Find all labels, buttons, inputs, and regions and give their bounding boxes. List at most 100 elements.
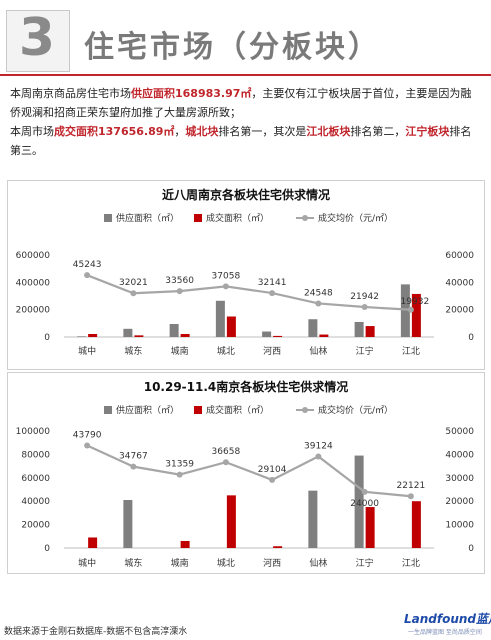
chart-title: 近八周南京各板块住宅供求情况 [162, 187, 330, 202]
supply-bar [123, 328, 133, 337]
avg-price-point [176, 471, 183, 478]
avg-price-data-label: 43790 [73, 431, 102, 441]
right-axis-tick-label: 20000 [445, 497, 474, 507]
avg-price-point [269, 476, 276, 483]
legend-swatch [104, 214, 112, 222]
right-axis-tick-label: 10000 [445, 521, 474, 531]
category-label: 河西 [263, 345, 281, 357]
summary-text: 排名第一，其次是 [218, 125, 307, 138]
legend-label: 供应面积（㎡） [116, 212, 179, 224]
avg-price-data-label: 32141 [258, 278, 287, 288]
brand-logo-text: Landfound蓝风 [404, 612, 491, 626]
summary-text: 本周市场 [10, 125, 54, 138]
deal-bar [273, 546, 283, 548]
right-axis-tick-label: 40000 [445, 450, 474, 460]
left-axis-tick-label: 200000 [16, 306, 51, 316]
avg-price-point [130, 463, 137, 470]
left-axis-tick-label: 20000 [21, 521, 50, 531]
rank-first-highlight: 城北块 [185, 125, 219, 138]
deal-bar [180, 333, 190, 337]
legend-swatch [194, 406, 202, 414]
right-axis-tick-label: 20000 [445, 306, 474, 316]
summary-text: 本周南京商品房住宅市场 [10, 87, 131, 100]
category-label: 江北 [402, 558, 420, 569]
deal-bar [273, 335, 283, 337]
avg-price-data-label: 34767 [119, 452, 148, 462]
brand-logo: Landfound蓝风 一生品牌蓝图 至尚品质空间 [404, 610, 491, 638]
supply-bar [77, 336, 87, 337]
avg-price-point [361, 304, 368, 311]
right-axis-tick-label: 0 [468, 333, 474, 343]
right-axis-tick-label: 40000 [445, 278, 474, 288]
avg-price-line [86, 444, 411, 498]
section-number: 3 [18, 8, 56, 68]
summary-text: 排名第二， [350, 125, 406, 138]
avg-price-line [86, 274, 411, 311]
right-axis-tick-label: 0 [468, 544, 474, 554]
supply-bar [308, 490, 318, 548]
avg-price-point [176, 288, 183, 295]
deal-bar [226, 495, 236, 548]
chart-title: 10.29-11.4南京各板块住宅供求情况 [144, 379, 349, 394]
rank-third-highlight: 江宁板块 [405, 125, 450, 138]
section-header: 3 住宅市场（分板块） [0, 0, 491, 76]
category-label: 江宁 [356, 557, 374, 569]
category-label: 仙林 [309, 345, 327, 357]
avg-price-data-label: 36658 [212, 447, 241, 457]
legend-swatch [104, 406, 112, 414]
avg-price-point [84, 272, 91, 279]
legend-label: 成交面积（㎡） [206, 404, 269, 416]
avg-price-point [222, 283, 229, 290]
avg-price-point [361, 488, 368, 495]
avg-price-data-label: 21942 [350, 292, 379, 302]
avg-price-point [130, 290, 137, 297]
chart-panel-eight-weeks: 近八周南京各板块住宅供求情况供应面积（㎡） 成交面积（㎡） 成交均价（元/㎡） 0 20… [7, 180, 485, 370]
left-axis-tick-label: 0 [44, 333, 50, 343]
left-axis-tick-label: 600000 [16, 251, 51, 261]
avg-price-point [269, 290, 276, 297]
section-title: 住宅市场（分板块） [84, 30, 381, 65]
header-divider [0, 74, 491, 76]
avg-price-point [407, 493, 414, 500]
left-axis-tick-label: 60000 [21, 474, 50, 484]
avg-price-data-label: 32021 [119, 278, 148, 288]
deal-area-highlight: 成交面积137656.89㎡ [54, 125, 175, 138]
category-label: 城北 [217, 558, 235, 569]
category-label: 城南 [171, 557, 189, 569]
summary-text: 排名第三。 [10, 125, 472, 157]
supply-bar [400, 284, 410, 337]
legend-label: 成交面积（㎡） [206, 212, 269, 224]
deal-bar [180, 540, 190, 548]
avg-price-point [315, 453, 322, 460]
data-source-note: 数据来源于金刚石数据库-数据不包含高淳溧水 [4, 627, 188, 637]
deal-bar [365, 326, 375, 337]
supply-bar [169, 324, 179, 337]
summary-paragraph: 本周南京商品房住宅市场供应面积168983.97㎡，主要仅有江宁板块居于首位，主… [10, 84, 480, 160]
deal-bar [134, 335, 144, 337]
avg-price-data-label: 45243 [73, 260, 102, 270]
avg-price-point [407, 306, 414, 313]
left-axis-tick-label: 40000 [21, 497, 50, 507]
legend-label: 成交均价（元/㎡） [318, 212, 393, 224]
supply-bar [215, 300, 225, 337]
right-axis-tick-label: 30000 [445, 474, 474, 484]
category-label: 河西 [263, 557, 281, 569]
avg-price-data-label: 31359 [165, 460, 194, 470]
avg-price-data-label: 24000 [350, 499, 379, 509]
supply-bar [354, 455, 364, 548]
category-label: 城中 [78, 345, 96, 357]
category-label: 城东 [124, 345, 142, 357]
supply-bar [123, 500, 133, 548]
category-label: 城北 [217, 346, 235, 357]
deal-bar [88, 537, 98, 548]
avg-price-data-label: 24548 [304, 288, 333, 298]
brand-tagline: 一生品牌蓝图 至尚品质空间 [408, 629, 482, 636]
avg-price-data-label: 39124 [304, 441, 333, 451]
summary-text: ， [174, 125, 186, 138]
deal-bar [411, 293, 421, 337]
left-axis-tick-label: 100000 [16, 427, 51, 437]
rank-second-highlight: 江北板块 [306, 125, 351, 138]
avg-price-data-label: 33560 [165, 276, 194, 286]
